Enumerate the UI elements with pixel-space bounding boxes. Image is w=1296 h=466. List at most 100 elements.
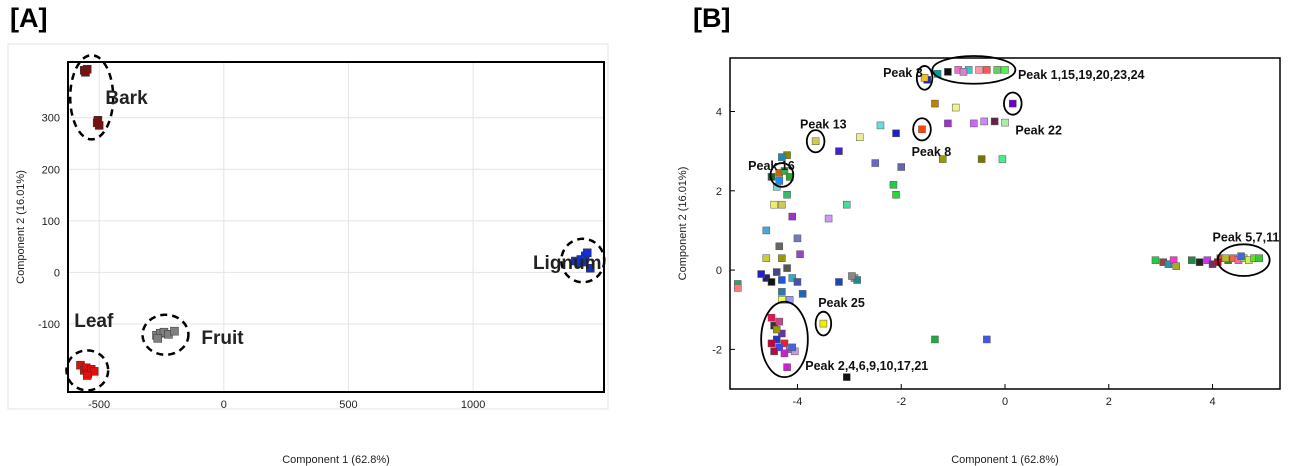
data-point [892, 191, 900, 199]
data-point [772, 335, 781, 344]
x-tick-label: -500 [88, 399, 110, 411]
data-point [977, 155, 986, 163]
peak-annotation: Peak 2,4,6,9,10,17,21 [805, 359, 928, 373]
data-point-bark [92, 118, 102, 128]
x-axis-label: Component 1 (62.8%) [951, 454, 1059, 466]
data-point [1188, 256, 1196, 264]
annotation-leaf: Leaf [74, 311, 114, 332]
peak-annotation: Peak 16 [748, 159, 795, 173]
highlight-ellipse [805, 129, 826, 154]
data-point [772, 268, 781, 276]
x-tick-label: 4 [1209, 396, 1215, 408]
data-point [920, 74, 929, 82]
data-point [783, 264, 791, 272]
data-point-lignum [583, 248, 592, 258]
y-tick-label: 0 [716, 265, 722, 277]
x-tick-label: 1000 [461, 399, 485, 411]
data-point [970, 119, 978, 128]
peak-annotation: Peak 3 [883, 66, 923, 80]
x-axis-label: Component 1 (62.8%) [282, 454, 390, 466]
data-point [783, 363, 791, 371]
highlight-ellipse [931, 55, 1017, 85]
data-point [811, 137, 820, 145]
data-point-leaf [82, 371, 92, 380]
outer-frame [7, 43, 609, 410]
data-point [983, 66, 991, 74]
highlight-ellipse [760, 300, 809, 379]
data-point [876, 121, 885, 130]
peak-annotation: Peak 13 [800, 117, 847, 131]
data-point [871, 159, 880, 167]
data-point [1255, 254, 1263, 262]
data-point [1221, 254, 1230, 262]
data-point [793, 278, 802, 286]
chart-a: -500 0 500 1000 -100 0 100 200 300 Component 1 (6… [7, 43, 609, 466]
data-point [944, 119, 952, 128]
data-point [757, 270, 765, 278]
data-point [762, 226, 771, 235]
y-tick-label: -2 [712, 344, 722, 356]
highlight-ellipse [814, 310, 833, 337]
data-point [892, 129, 900, 138]
data-point [1151, 256, 1160, 264]
data-point [1001, 66, 1009, 74]
data-point [775, 343, 784, 352]
highlight-ellipse [1216, 243, 1271, 277]
y-tick-label: 100 [42, 216, 60, 228]
data-point [1001, 118, 1009, 127]
highlight-ellipse [769, 162, 795, 188]
data-point [951, 103, 960, 112]
data-point [767, 313, 776, 322]
data-point [983, 335, 991, 344]
peak-annotation: Peak 25 [818, 296, 865, 310]
x-tick-label: -2 [896, 396, 906, 408]
annotation-fruit: Fruit [201, 328, 244, 349]
data-point [762, 254, 771, 262]
data-point [762, 274, 771, 282]
data-point [796, 250, 804, 258]
data-point [842, 200, 851, 209]
data-point [770, 200, 778, 209]
data-point [819, 319, 828, 328]
data-point [788, 343, 797, 352]
annotation-lignum: Lignum [533, 253, 602, 274]
peak-annotation: Peak 1,15,19,20,23,24 [1018, 68, 1145, 82]
y-tick-label: 4 [716, 107, 722, 119]
data-point [959, 68, 968, 76]
data-point [778, 153, 786, 161]
data-point [778, 254, 786, 262]
data-point [734, 284, 742, 292]
data-point [993, 66, 1001, 74]
x-tick-label: 500 [339, 399, 357, 411]
highlight-ellipse [1003, 91, 1023, 116]
data-point [931, 335, 939, 344]
data-point-lignum [586, 264, 595, 273]
y-axis-label: Component 2 (16.01%) [15, 170, 27, 284]
y-tick-label: 2 [716, 186, 722, 198]
data-point [770, 347, 778, 356]
y-tick-label: 200 [42, 164, 60, 176]
data-point [944, 68, 952, 76]
data-point [897, 163, 905, 171]
data-point [783, 191, 791, 199]
data-point [918, 125, 926, 134]
group-ellipse [560, 237, 606, 284]
annotation-bark: Bark [105, 88, 148, 109]
data-point [778, 296, 786, 304]
data-point [778, 288, 786, 296]
group-ellipse [141, 313, 190, 357]
data-point [1164, 260, 1173, 268]
y-tick-label: 300 [42, 113, 60, 125]
data-point [1203, 256, 1212, 264]
data-point [848, 272, 856, 280]
group-ellipse [68, 53, 115, 141]
data-point [1009, 99, 1017, 108]
data-point [780, 167, 789, 175]
x-tick-label: 0 [221, 399, 227, 411]
data-point [842, 373, 851, 381]
data-point [793, 234, 802, 243]
data-point [778, 276, 786, 284]
data-point [780, 349, 789, 358]
group-ellipse [65, 349, 110, 392]
y-tick-label: 0 [54, 267, 60, 279]
